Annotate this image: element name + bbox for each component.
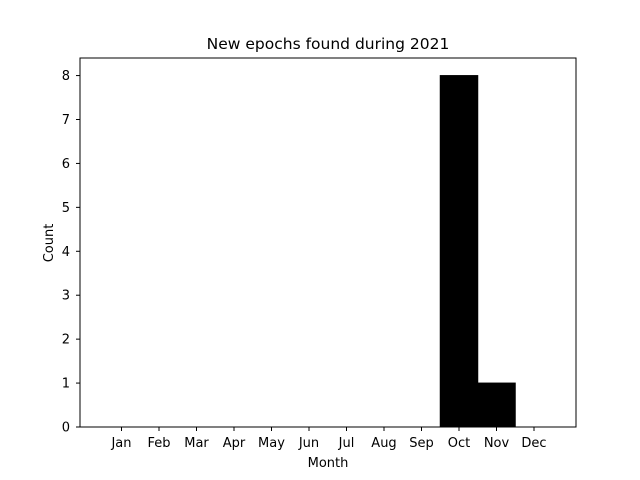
plot-area-frame <box>79 57 577 428</box>
y-tick-label-2: 2 <box>62 333 70 348</box>
bar-nov <box>477 382 516 428</box>
x-tick-label-oct: Oct <box>448 436 470 451</box>
x-tick-label-may: May <box>258 436 285 451</box>
x-axis: Jan Feb Mar Apr May Jun Jul Aug Sep Oct Nov Dec <box>110 427 547 451</box>
x-tick-label-jan: Jan <box>110 436 131 451</box>
y-tick-label-8: 8 <box>62 69 70 84</box>
x-tick-label-aug: Aug <box>371 436 396 451</box>
y-tick-label-0: 0 <box>62 421 70 436</box>
x-tick-label-dec: Dec <box>521 436 546 451</box>
bar-oct <box>439 75 479 428</box>
x-tick-label-nov: Nov <box>484 436 510 451</box>
y-tick-label-5: 5 <box>62 201 70 216</box>
y-tick-label-1: 1 <box>62 377 70 392</box>
chart-title: New epochs found during 2021 <box>207 35 450 53</box>
x-tick-label-feb: Feb <box>147 436 170 451</box>
x-tick-label-sep: Sep <box>409 436 434 451</box>
y-tick-label-6: 6 <box>62 157 70 172</box>
y-tick-label-3: 3 <box>62 289 70 304</box>
x-axis-label: Month <box>308 456 349 471</box>
y-tick-label-7: 7 <box>62 113 70 128</box>
x-tick-label-mar: Mar <box>184 436 209 451</box>
y-axis: 0 1 2 3 4 5 6 7 8 <box>62 69 80 436</box>
y-axis-label: Count <box>42 224 57 263</box>
y-tick-label-4: 4 <box>62 245 70 260</box>
x-tick-label-apr: Apr <box>223 436 246 451</box>
bars-group <box>439 75 516 428</box>
x-tick-label-jun: Jun <box>298 436 319 451</box>
x-tick-label-jul: Jul <box>338 436 355 451</box>
